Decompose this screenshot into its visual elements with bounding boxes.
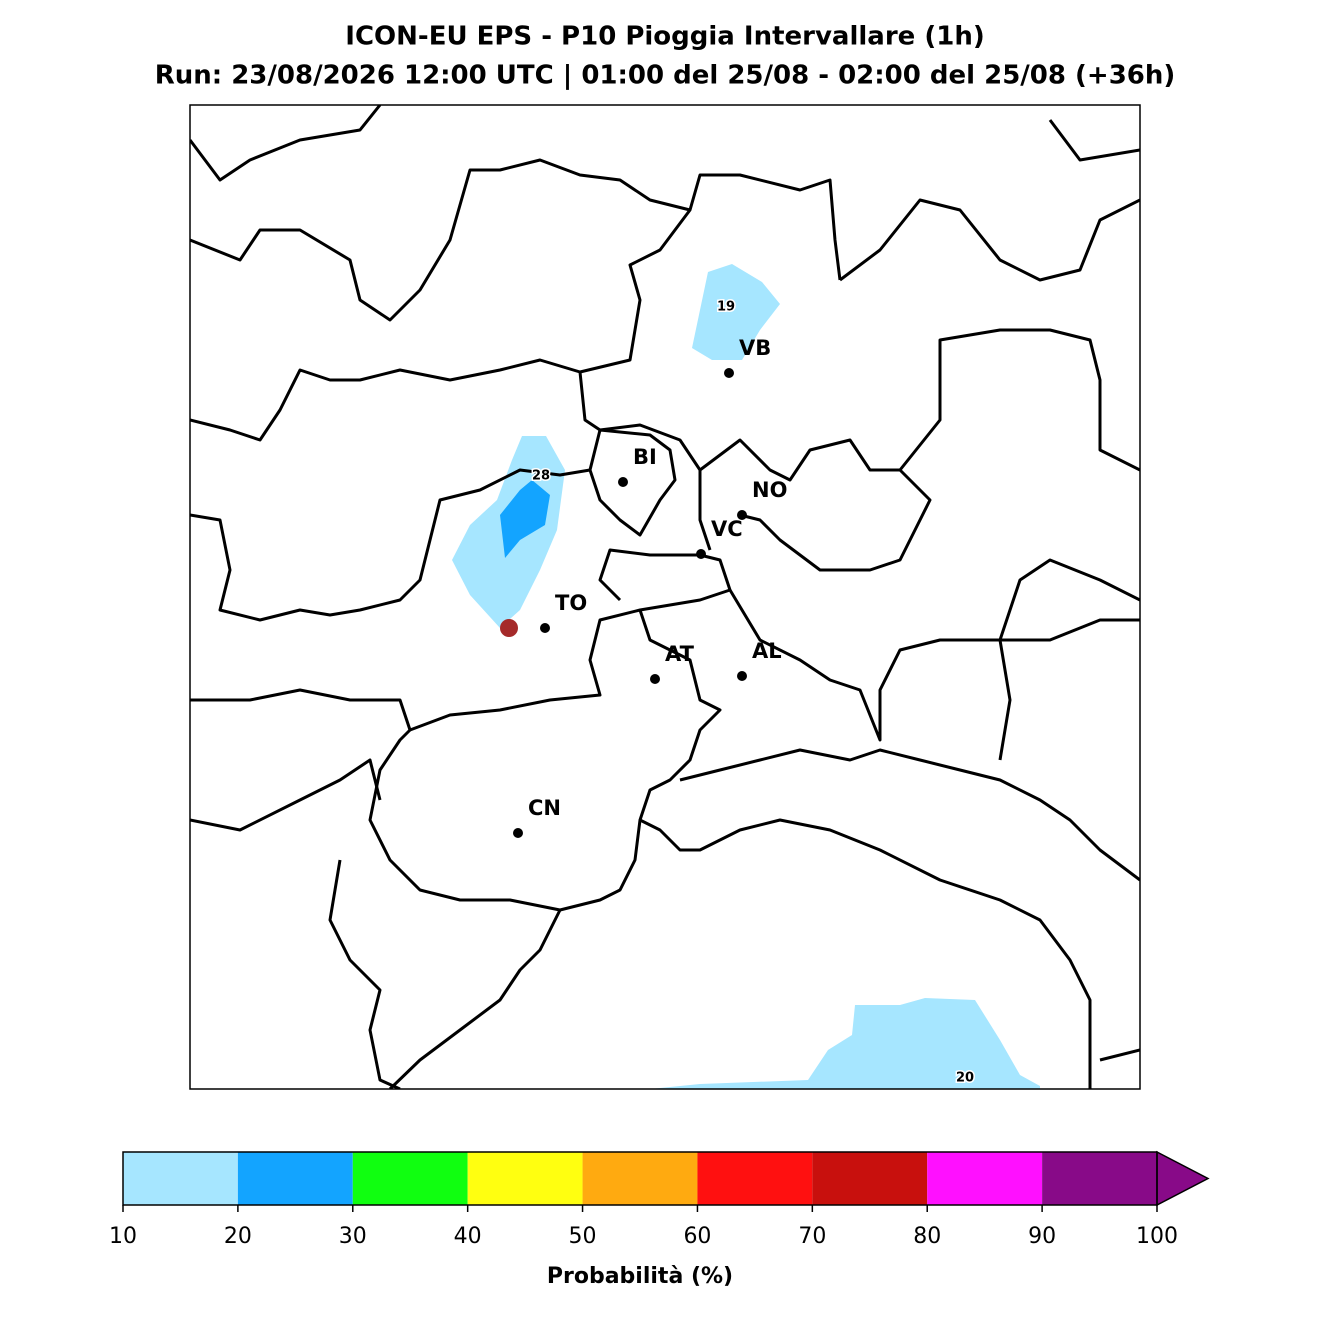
colorbar-tick-label: 60 — [683, 1224, 711, 1249]
rain-area — [692, 264, 780, 360]
colorbar-tick-label: 50 — [569, 1224, 597, 1249]
colorbar-tick-label: 20 — [224, 1224, 252, 1249]
contour-label: 28 — [532, 469, 550, 484]
border — [998, 558, 1140, 761]
colorbar-label: Probabilità (%) — [547, 1264, 733, 1289]
border — [190, 358, 712, 551]
colorbar-segment — [352, 1152, 468, 1205]
border — [699, 438, 932, 572]
border — [1048, 119, 1140, 1062]
colorbar-tick-label: 30 — [339, 1224, 367, 1249]
city-label: VB — [739, 336, 771, 360]
border — [190, 158, 691, 322]
city-dot — [737, 510, 747, 520]
city-label: CN — [528, 796, 561, 820]
colorbar-tick-label: 100 — [1136, 1224, 1178, 1249]
city-dot — [696, 549, 706, 559]
colorbar-tick-label: 70 — [798, 1224, 826, 1249]
city-dot — [618, 477, 628, 487]
cities: VB BI NO VC TO AT AL CN 19 28 20 — [513, 298, 976, 1087]
subtitle: Run: 23/08/2026 12:00 UTC | 01:00 del 25… — [155, 61, 1176, 91]
colorbar: 10 20 30 40 50 60 70 80 90 100 Probabilità (%) — [109, 1150, 1210, 1289]
colorbar-extension — [1156, 1150, 1210, 1207]
colorbar-segment — [697, 1152, 813, 1205]
rain-area — [650, 998, 1040, 1089]
city-label: AL — [752, 639, 782, 663]
map — [189, 104, 1141, 1090]
colorbar-tick-label: 40 — [454, 1224, 482, 1249]
colorbar-tick-label: 10 — [109, 1224, 137, 1249]
map-frame — [189, 104, 1141, 1090]
border — [190, 548, 732, 732]
colorbar-segment — [927, 1152, 1043, 1205]
title: ICON-EU EPS - P10 Pioggia Intervallare (… — [345, 22, 984, 52]
rain-area — [500, 480, 550, 558]
border — [190, 105, 1140, 282]
city-label: AT — [665, 642, 695, 666]
border — [728, 589, 1140, 742]
city-dot — [513, 828, 523, 838]
location-marker — [500, 619, 518, 637]
coastline — [639, 818, 1092, 1089]
colorbar-frame — [122, 1151, 1158, 1206]
border — [388, 909, 562, 1089]
city-dot — [540, 623, 550, 633]
colorbar-tick-label: 80 — [913, 1224, 941, 1249]
contour-label: 20 — [956, 1071, 974, 1086]
border — [190, 758, 382, 832]
colorbar-segment — [467, 1152, 583, 1205]
colorbar-segment — [1042, 1152, 1157, 1205]
city-dot — [650, 674, 660, 684]
colorbar-segment — [123, 1152, 238, 1205]
border — [679, 748, 1140, 882]
border — [588, 428, 677, 537]
border — [579, 173, 842, 374]
city-dot — [737, 671, 747, 681]
colorbar-segment — [812, 1152, 928, 1205]
contour-label: 19 — [717, 300, 735, 315]
city-dot — [724, 368, 734, 378]
city-label: BI — [633, 445, 657, 469]
city-label: VC — [711, 517, 743, 541]
colorbar-segment — [582, 1152, 698, 1205]
city-label: TO — [555, 591, 587, 615]
border — [368, 609, 722, 912]
border — [328, 859, 401, 1089]
border — [190, 468, 591, 622]
colorbar-segment — [237, 1152, 353, 1205]
city-label: NO — [752, 478, 787, 502]
colorbar-tick-label: 90 — [1028, 1224, 1056, 1249]
border — [898, 328, 1140, 472]
